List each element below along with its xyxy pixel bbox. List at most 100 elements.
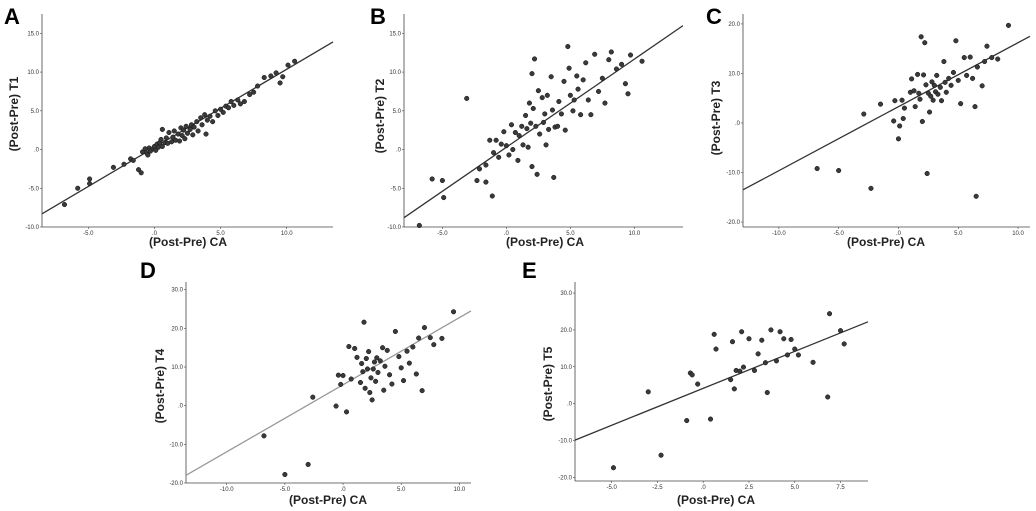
data-point-b: [558, 111, 564, 117]
x-tick-label-e: 5.0: [791, 485, 800, 491]
data-point-a: [203, 131, 209, 137]
panel-letter-d: D: [140, 258, 156, 283]
y-tick-label-e: 30.0: [560, 291, 572, 297]
data-point-e: [695, 381, 701, 387]
y-tick-label-a: .0: [34, 148, 40, 154]
data-point-d: [370, 366, 376, 372]
data-point-d: [338, 381, 344, 387]
y-tick-label-b: 15.0: [389, 31, 401, 37]
data-point-b: [526, 100, 532, 106]
data-point-c: [948, 82, 954, 88]
data-point-a: [180, 127, 187, 133]
data-point-e: [751, 367, 758, 373]
data-point-b: [599, 75, 605, 81]
y-tick-label-b: 5.0: [393, 109, 402, 115]
data-point-b: [575, 86, 581, 92]
data-point-d: [340, 372, 346, 379]
data-point-d: [380, 345, 386, 351]
data-point-d: [377, 358, 383, 364]
x-tick-label-a: .0: [152, 231, 158, 237]
data-point-d: [375, 369, 381, 376]
data-point-a: [210, 119, 216, 125]
data-point-c: [922, 40, 928, 46]
data-point-c: [935, 91, 941, 97]
data-point-c: [836, 167, 842, 174]
y-tick-label-d: -10.0: [169, 442, 183, 448]
data-point-a: [231, 102, 237, 108]
data-point-e: [781, 336, 787, 342]
panel-letter-a: A: [4, 4, 20, 29]
data-point-d: [354, 354, 360, 360]
data-point-d: [310, 394, 316, 400]
y-axis-title-d: (Post-Pre) T4: [153, 348, 167, 423]
data-point-a: [187, 126, 193, 132]
data-point-b: [535, 88, 541, 94]
data-point-b: [464, 95, 470, 101]
y-tick-label-e: 10.0: [560, 365, 572, 371]
data-point-c: [927, 109, 933, 115]
data-point-b: [416, 222, 422, 229]
x-tick-label-e: -5.0: [606, 485, 617, 491]
data-point-a: [171, 128, 177, 134]
data-point-c: [970, 75, 976, 81]
data-point-e: [825, 394, 831, 400]
panel-letter-e: E: [522, 258, 537, 283]
data-point-b: [602, 100, 608, 106]
data-point-e: [740, 364, 747, 370]
data-point-a: [251, 89, 257, 95]
data-point-a: [292, 58, 298, 64]
data-point-b: [606, 57, 612, 63]
x-tick-label-c: 5.0: [954, 231, 963, 237]
data-point-c: [900, 115, 906, 122]
data-point-b: [595, 88, 602, 95]
data-point-c: [937, 84, 943, 90]
data-point-a: [194, 119, 200, 125]
x-tick-label-e: 7.5: [836, 485, 845, 491]
data-point-a: [207, 113, 213, 119]
panel-c: C (Post-Pre) T3 (Post-Pre) CA -20.0 -10.0…: [706, 4, 1031, 249]
data-point-a: [145, 152, 151, 158]
data-point-e: [707, 416, 714, 422]
data-point-c: [964, 72, 970, 78]
data-point-b: [534, 171, 540, 177]
data-point-d: [357, 379, 364, 386]
data-point-b: [529, 164, 535, 170]
y-tick-label-c: -10.0: [726, 171, 740, 177]
data-point-b: [531, 56, 538, 62]
data-point-e: [746, 336, 752, 342]
data-point-d: [282, 471, 288, 478]
data-point-a: [158, 136, 164, 143]
data-point-d: [371, 359, 377, 365]
data-point-e: [658, 452, 664, 458]
data-point-a: [184, 130, 191, 136]
data-point-b: [567, 92, 573, 98]
x-tick-label-c: -10.0: [772, 231, 786, 237]
y-tick-label-b: 10.0: [389, 70, 401, 76]
data-point-d: [352, 345, 358, 352]
y-tick-label-e: -20.0: [558, 475, 572, 481]
data-point-e: [810, 359, 816, 365]
x-axis-title-c: (Post-Pre) CA: [847, 235, 925, 249]
panel-a: A (Post-Pre) T1 (Post-Pre) CA -10.0 -5.0.…: [4, 4, 334, 249]
data-point-b: [571, 97, 577, 103]
data-point-b: [429, 176, 435, 182]
data-point-a: [75, 185, 81, 191]
data-point-d: [410, 344, 416, 350]
data-point-d: [368, 375, 374, 381]
data-point-b: [439, 177, 445, 184]
x-tick-label-c: -5.0: [833, 231, 844, 237]
data-point-b: [561, 78, 567, 84]
x-tick-label-a: -5.0: [83, 231, 94, 237]
data-point-a: [235, 97, 241, 103]
data-point-c: [938, 98, 945, 104]
y-axis-title-c: (Post-Pre) T3: [709, 80, 723, 155]
data-point-a: [183, 123, 189, 129]
plot-area-e: -20.0 -10.0 .0 10.0 20.0 30.0 -5.0 -2.5 .0 2.5 5.0…: [558, 282, 869, 491]
y-tick-label-c: .0: [735, 121, 741, 127]
y-tick-label-e: 20.0: [560, 328, 572, 334]
data-point-b: [530, 105, 536, 112]
y-tick-label-a: 10.0: [27, 70, 39, 76]
data-point-c: [918, 34, 924, 40]
x-tick-label-b: 10.0: [629, 231, 641, 237]
